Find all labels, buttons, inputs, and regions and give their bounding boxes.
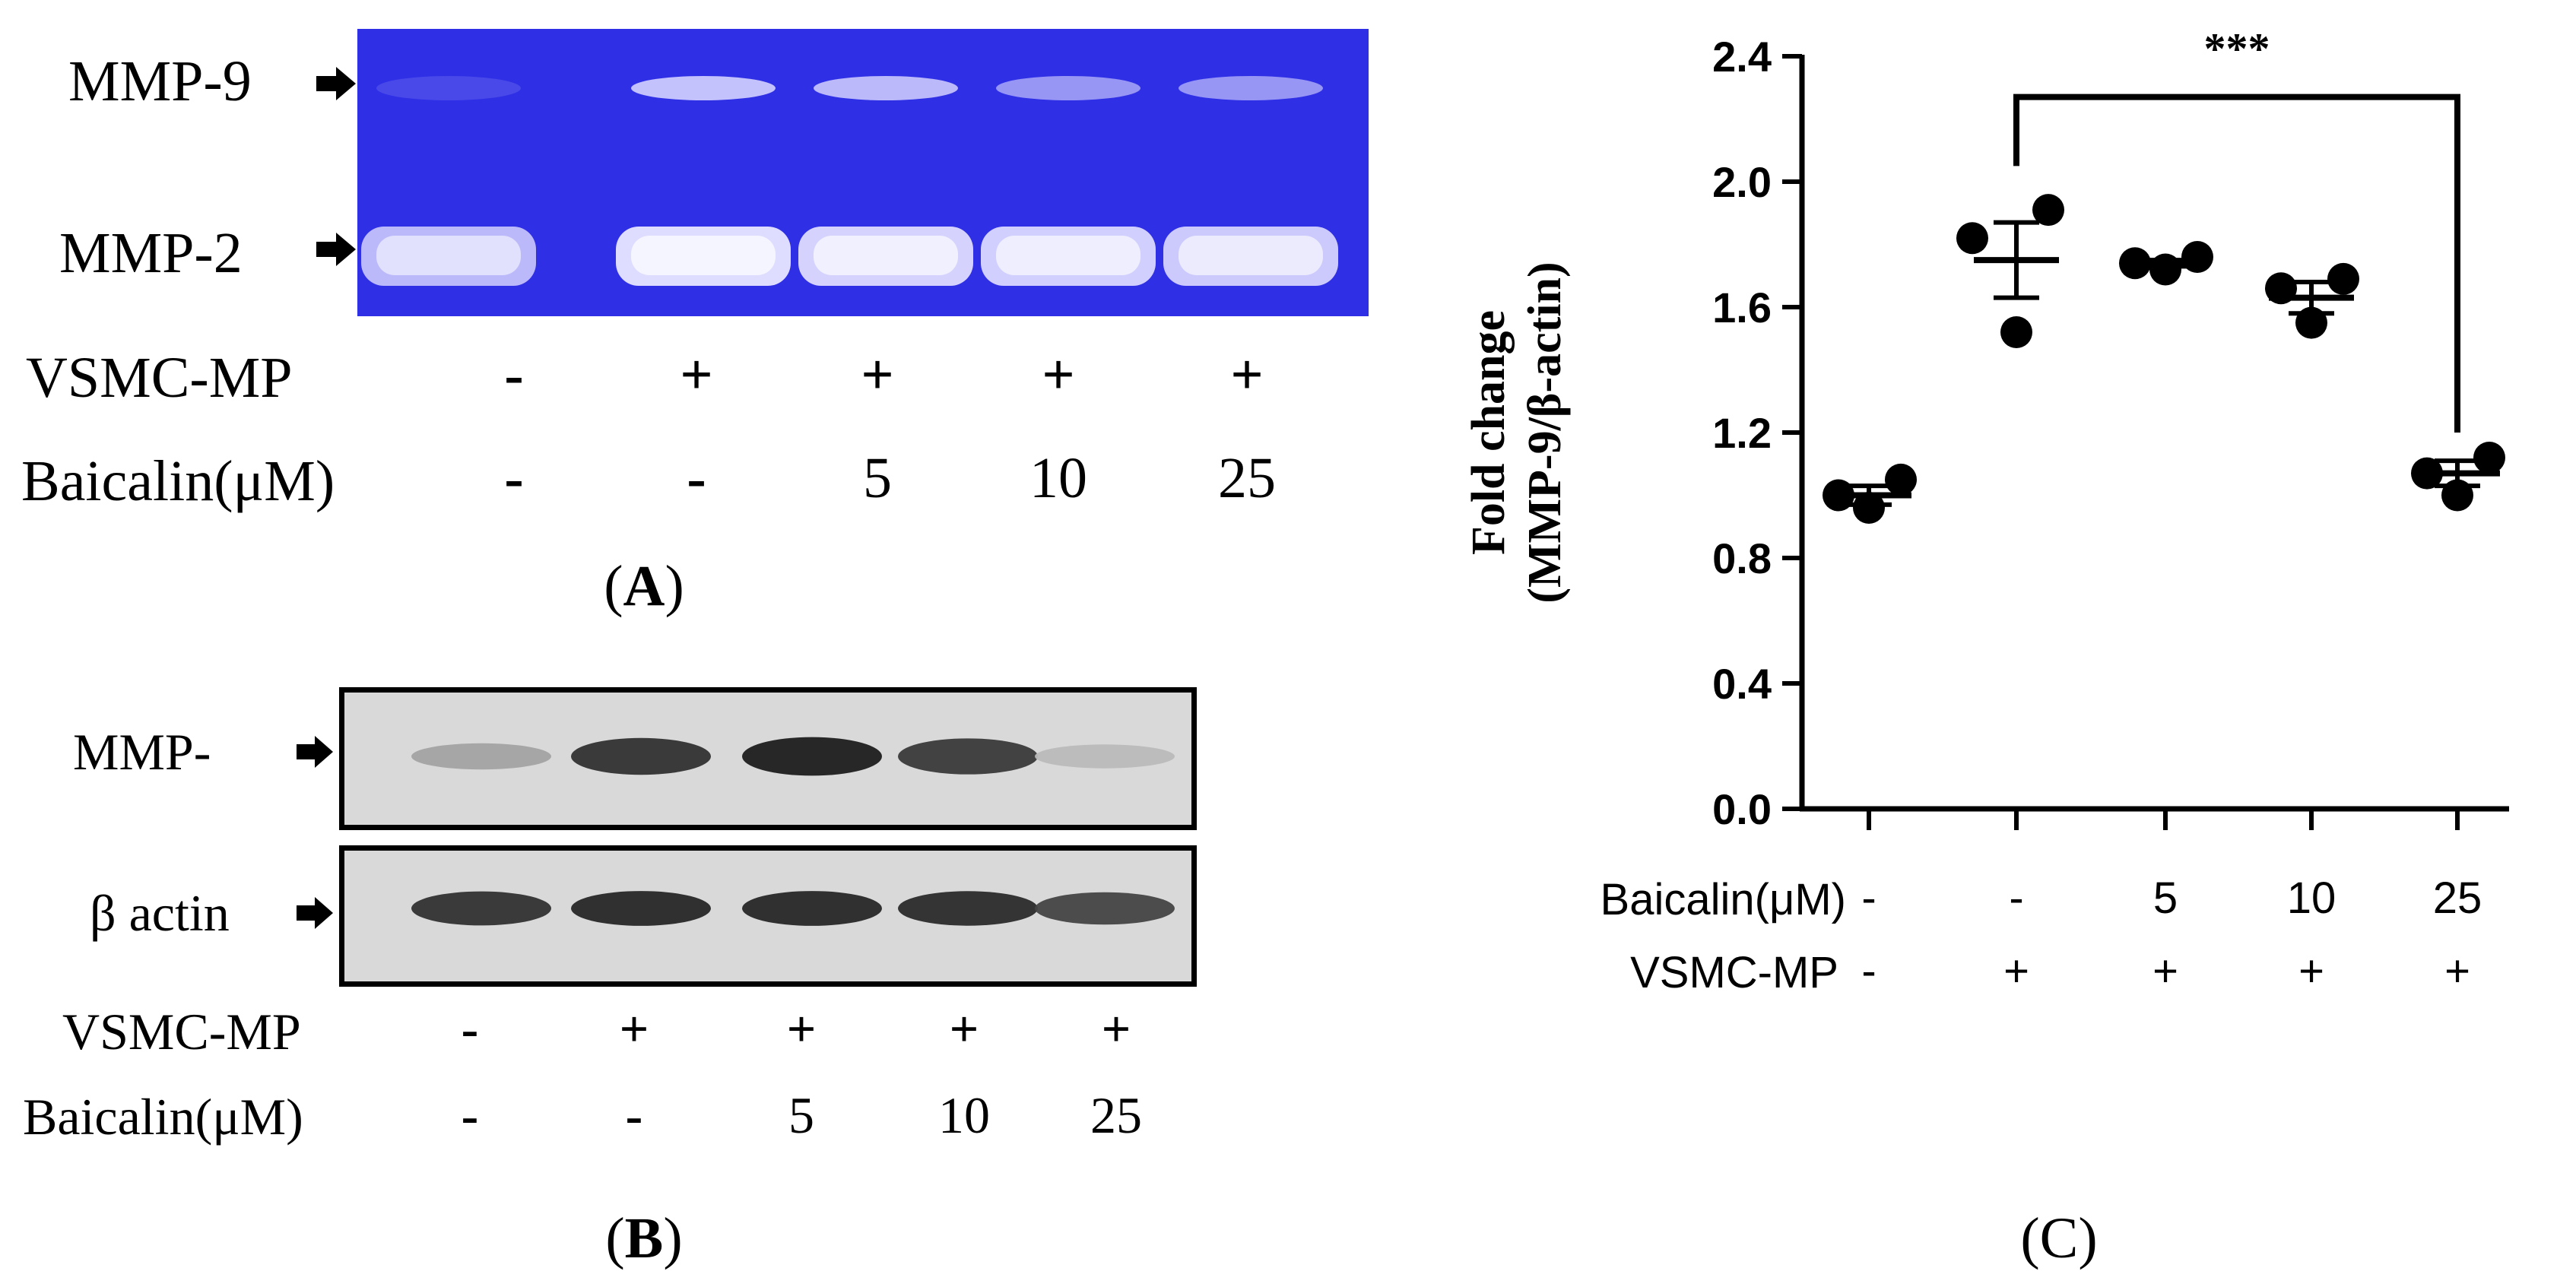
- y-axis-label-line-1: (MMP-9/β-actin): [1519, 262, 1571, 603]
- mmp9-arrow-icon: [316, 67, 356, 100]
- group-0: [1823, 463, 1917, 524]
- panel-b-vsmc-value-1: +: [619, 1000, 649, 1057]
- group-3: [2265, 262, 2359, 339]
- panel-a-vsmc-value-3: +: [1042, 343, 1075, 407]
- group-1: [1956, 194, 2064, 348]
- panel-b-baicalin-value-1: -: [625, 1086, 643, 1144]
- group-2: [2119, 241, 2213, 286]
- data-point-4-0: [2441, 479, 2473, 512]
- panel-a-baicalin-label: Baicalin(μM): [21, 449, 335, 513]
- panel-c-vsmc-value-0: -: [1861, 946, 1876, 996]
- panel-a-vsmc-value-0: -: [504, 343, 524, 407]
- panel-a-vsmc-value-4: +: [1230, 343, 1264, 407]
- wb2svg-band-2: [742, 891, 882, 926]
- mmp-western-blot: [339, 687, 1197, 830]
- panel-a-baicalin-value-1: -: [687, 446, 706, 510]
- wb2svg-band-4: [1035, 892, 1175, 925]
- panel-b-vsmc-value-3: +: [949, 1000, 979, 1057]
- y-tick-label-1: 0.4: [1712, 660, 1772, 708]
- wb2svg-band-3: [898, 891, 1038, 926]
- wb1svg-band-2: [742, 737, 882, 776]
- data-point-2-2: [2181, 241, 2213, 273]
- data-point-1-0: [2000, 316, 2032, 348]
- panel-c-baicalin-value-1: -: [2009, 873, 2024, 923]
- mmp-blot-label: MMP-: [73, 723, 211, 781]
- wb1svg-band-3: [898, 738, 1038, 775]
- y-axis-label-line-0: Fold change: [1463, 310, 1515, 555]
- panel-b-baicalin-value-3: 10: [938, 1086, 990, 1144]
- y-tick-label-5: 2.0: [1712, 158, 1772, 206]
- panel-c-caption: (C): [2020, 1206, 2098, 1270]
- data-point-0-2: [1885, 463, 1917, 496]
- significance-bracket: [2013, 94, 2460, 433]
- panel-c-baicalin-value-0: -: [1861, 873, 1876, 923]
- zymo-lane-4: [1163, 76, 1338, 286]
- mmp2-arrow-icon: [316, 233, 356, 266]
- panel-c-vsmc-value-3: +: [2298, 946, 2324, 996]
- data-point-0-0: [1853, 492, 1885, 524]
- panel-a-vsmc-value-2: +: [861, 343, 894, 407]
- panel-b-vsmc-label: VSMC-MP: [62, 1003, 301, 1060]
- panel-c-vsmc-value-1: +: [2003, 946, 2029, 996]
- data-point-4-2: [2473, 442, 2505, 474]
- data-point-3-1: [2265, 272, 2297, 305]
- data-point-0-1: [1823, 479, 1854, 512]
- data-point-3-2: [2327, 262, 2359, 295]
- panel-a-baicalin-value-4: 25: [1218, 446, 1276, 510]
- panel-b-baicalin-value-4: 25: [1090, 1086, 1142, 1144]
- data-point-1-1: [1956, 222, 1988, 255]
- panel-c-vsmc-value-2: +: [2152, 946, 2178, 996]
- panel-c-vsmc-label: VSMC-MP: [1630, 948, 1838, 997]
- panel-b-baicalin-value-2: 5: [788, 1086, 814, 1144]
- panel-b-baicalin-label: Baicalin(μM): [23, 1088, 303, 1146]
- data-point-3-0: [2295, 306, 2327, 339]
- zymo-lane-0: [361, 76, 536, 286]
- panel-a-vsmc-value-1: +: [680, 343, 713, 407]
- zymography-gel-image: [357, 29, 1369, 316]
- panel-b-vsmc-value-4: +: [1101, 1000, 1131, 1057]
- zymo-lane-2: [798, 76, 973, 286]
- panel-a-vsmc-label: VSMC-MP: [26, 346, 293, 410]
- panel-a-baicalin-value-3: 10: [1029, 446, 1087, 510]
- panel-b-baicalin-value-0: -: [461, 1086, 479, 1144]
- actin-blot-label: β actin: [90, 884, 230, 942]
- wb1svg-band-1: [571, 737, 711, 775]
- panel-c-baicalin-value-3: 10: [2286, 873, 2336, 923]
- data-point-4-1: [2411, 457, 2443, 490]
- data-point-2-1: [2119, 247, 2151, 280]
- y-tick-label-0: 0.0: [1712, 785, 1772, 833]
- mmp2-gel-label: MMP-2: [59, 221, 243, 285]
- data-point-2-0: [2149, 253, 2181, 286]
- y-tick-label-2: 0.8: [1712, 534, 1772, 582]
- y-tick-label-3: 1.2: [1712, 409, 1772, 457]
- wb2svg-band-1: [571, 891, 711, 926]
- significance-label: ***: [2204, 24, 2270, 74]
- panel-a-caption: (A): [604, 554, 684, 618]
- data-point-1-2: [2032, 194, 2064, 227]
- wb1svg-band-4: [1035, 744, 1175, 769]
- mmp9-gel-label: MMP-9: [68, 49, 252, 113]
- zymo-lane-3: [981, 76, 1156, 286]
- panel-a-baicalin-value-2: 5: [863, 446, 892, 510]
- panel-b-caption: (B): [605, 1206, 683, 1270]
- group-4: [2411, 442, 2505, 512]
- y-tick-label-4: 1.6: [1712, 284, 1772, 331]
- panel-b-vsmc-value-0: -: [461, 1000, 479, 1057]
- y-tick-label-6: 2.4: [1712, 33, 1772, 81]
- actin-western-blot: [339, 845, 1197, 987]
- actin-blot-arrow-icon: [297, 897, 333, 929]
- panel-c-baicalin-label: Baicalin(μM): [1600, 875, 1846, 924]
- wb2svg-band-0: [411, 891, 551, 926]
- panel-b-vsmc-value-2: +: [786, 1000, 817, 1057]
- zymo-lane-1: [616, 76, 791, 286]
- wb1svg-band-0: [411, 743, 551, 770]
- panel-c-baicalin-value-4: 25: [2432, 873, 2482, 923]
- mmp-blot-arrow-icon: [297, 736, 333, 768]
- panel-a-baicalin-value-0: -: [504, 446, 524, 510]
- y-axis-label: Fold change(MMP-9/β-actin): [1463, 262, 1571, 603]
- panel-c-vsmc-value-4: +: [2444, 946, 2470, 996]
- fold-change-chart: 0.0 0.4 0.8 1.2 1.6 2.0 2.4 Fold change(MMP-9/β…: [1463, 24, 2509, 833]
- panel-c-baicalin-value-2: 5: [2152, 873, 2178, 923]
